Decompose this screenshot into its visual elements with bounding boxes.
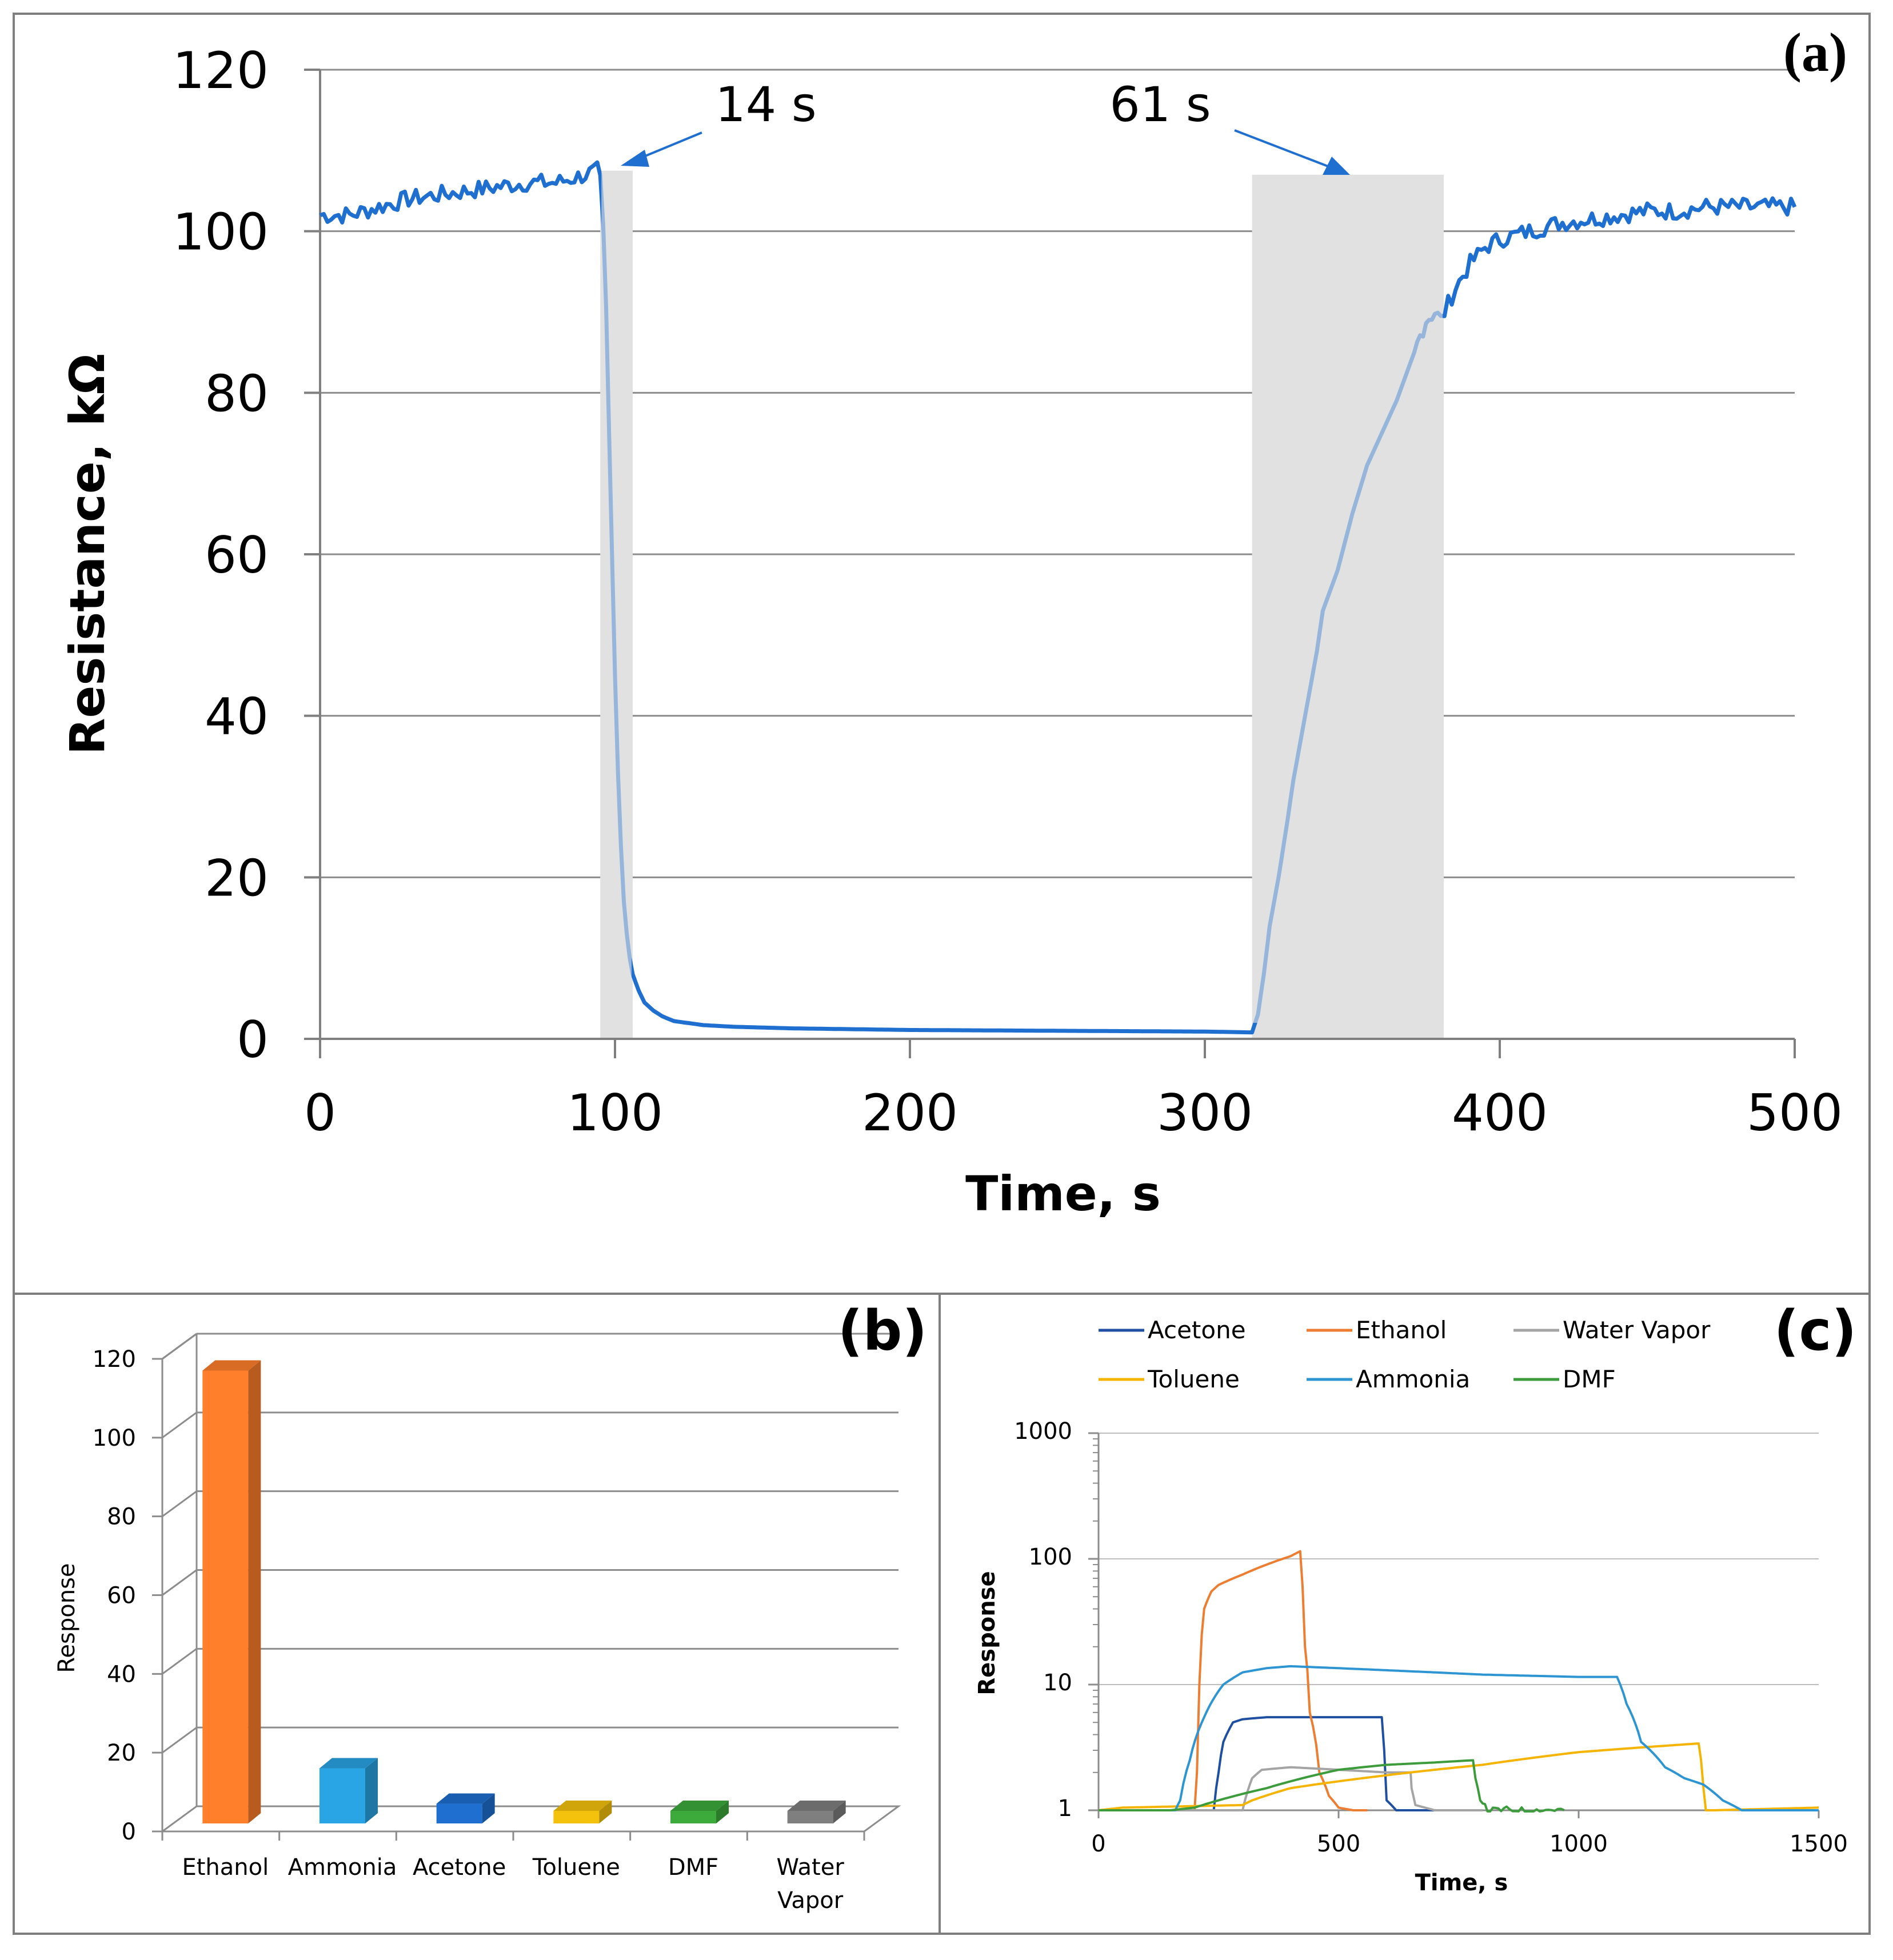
y-tick-label: 100 [1029,1544,1072,1570]
annotation-label-14s: 14 s [715,77,816,133]
annotation-arrowhead [621,150,649,167]
x-category-label: Water [777,1854,845,1881]
bar-front-ethanol [202,1370,249,1823]
x-tick-label: 500 [1317,1831,1360,1857]
y-tick-label: 1000 [1014,1418,1072,1445]
panel-a-resistance-chart: 0 20 40 60 80 100 120 0 100 200 300 400 500 Time, s Re… [59,22,1847,1222]
x-category-label: Ethanol [182,1854,269,1881]
annotation-label-61s: 61 s [1109,77,1211,133]
x-tick-label: 300 [1157,1083,1253,1142]
gridline-side [162,1411,197,1439]
y-tick-label: 60 [205,526,269,585]
annotation-arrowhead [1323,157,1350,175]
bar-front-toluene [553,1811,600,1823]
legend-label: Ethanol [1356,1316,1447,1344]
y-tick-label: 0 [237,1010,269,1069]
y-tick-label: 40 [205,687,269,746]
annotation-arrow [1234,129,1330,168]
x-tick-label: 500 [1747,1083,1843,1142]
panel-label-b: (b) [838,1299,927,1363]
series-line-resistance [319,160,1797,1035]
x-axis-title: Time, s [1415,1870,1508,1896]
y-tick-label: 60 [107,1583,136,1609]
panel-c-response-time-chart: 1 10 100 1000 0 500 1000 1500 Time, s Response Ace… [974,1299,1856,1896]
wall-top-edge [162,1333,197,1360]
shaded-region-overlay [1253,175,1443,1023]
series-line-toluene [1098,1742,1819,1811]
panel-b-frame [13,1293,941,1935]
y-tick-label: 120 [173,41,269,100]
x-category-label: Toluene [532,1854,620,1881]
y-tick-label: 120 [93,1346,136,1373]
x-tick-label: 200 [862,1083,958,1142]
legend-label: Toluene [1147,1365,1240,1393]
bar-front-ammonia [320,1768,365,1823]
bar-side [248,1360,261,1823]
bar-top [787,1801,846,1811]
y-tick-label: 80 [205,364,269,423]
y-tick-label: 10 [1043,1670,1072,1696]
x-tick-label: 100 [567,1083,663,1142]
x-category-label: DMF [668,1854,718,1881]
legend-label: Ammonia [1356,1365,1470,1393]
series-line-ammonia [1099,1665,1819,1811]
y-axis-title: Response [974,1571,1000,1695]
x-axis-title: Time, s [965,1166,1161,1222]
x-category-label: Acetone [413,1854,506,1881]
bar-side [482,1793,495,1823]
gridline-side [162,1490,197,1517]
y-tick-label: 20 [107,1740,136,1766]
legend-label: DMF [1563,1365,1616,1393]
legend-label: Acetone [1148,1316,1246,1344]
y-tick-label: 100 [173,203,269,262]
bar-top [553,1801,612,1811]
bar-side [716,1801,729,1823]
shaded-region-overlay [601,171,632,1023]
bar-side [365,1758,378,1823]
x-category-label: Vapor [777,1887,844,1914]
series-line-dmf [1099,1759,1565,1813]
x-tick-label: 0 [1091,1831,1105,1857]
bar-front-dmf [670,1811,716,1823]
x-tick-label: 1500 [1790,1831,1848,1857]
bar-front-acetone [436,1803,482,1823]
y-tick-label: 100 [93,1425,136,1451]
bar-top [670,1801,729,1811]
gridline-side [162,1726,197,1754]
panel-label-c: (c) [1774,1299,1857,1363]
y-tick-label: 40 [107,1661,136,1687]
y-tick-label: 80 [107,1504,136,1530]
gridline-side [162,1648,197,1675]
y-tick-label: 20 [205,849,269,907]
y-tick-label: 1 [1058,1795,1072,1822]
bar-side [599,1801,612,1823]
x-tick-label: 400 [1452,1083,1548,1142]
bar-side [833,1801,846,1823]
legend-label: Water Vapor [1563,1316,1711,1344]
y-axis-title: Response [54,1563,80,1673]
x-tick-label: 0 [304,1083,336,1142]
bar-front-water-vapor [787,1811,833,1823]
panel-c-frame [938,1293,1871,1935]
panel-b-response-bar-chart: 0 20 40 60 80 100 120 Response Ethanol Ammonia Ace… [54,1299,927,1914]
x-category-label: Ammonia [288,1854,397,1881]
y-axis-title: Resistance, kΩ [59,354,115,755]
gridline-side [162,1569,197,1596]
y-tick-label: 0 [122,1819,136,1845]
bar-top [320,1758,378,1769]
panel-label-a: (a) [1783,22,1847,83]
bar-top [202,1360,261,1371]
bar-top [436,1793,495,1804]
x-tick-label: 1000 [1549,1831,1608,1857]
annotation-arrow [635,131,702,161]
